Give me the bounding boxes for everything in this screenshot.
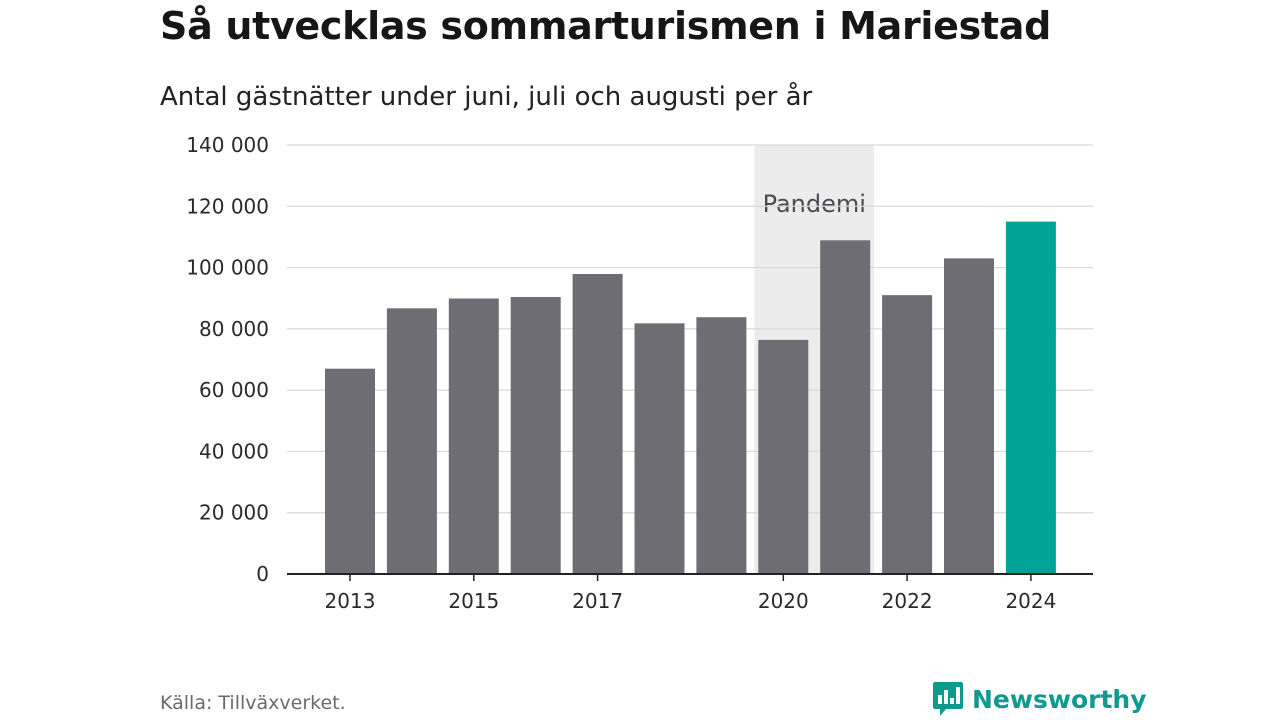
x-tick-label: 2020 (758, 589, 809, 613)
y-tick-label: 80 000 (199, 317, 269, 341)
axes: 0 20 000 40 000 60 000 80 000 100 000 120 000 1… (186, 133, 1093, 613)
brand-logo[interactable]: Newsworthy (932, 681, 1147, 717)
x-tick-label: 2022 (882, 589, 933, 613)
bar-chart: Pandemi 0 20 000 40 000 60 000 80 000 100 000… (186, 133, 1093, 613)
y-tick-label: 20 000 (199, 501, 269, 525)
x-tick-label: 2024 (1005, 589, 1056, 613)
bar-2014 (386, 308, 437, 574)
x-tick-label: 2017 (572, 589, 623, 613)
bar-2022 (882, 295, 933, 574)
bar-2019 (696, 317, 747, 574)
bar-2020 (758, 339, 809, 574)
brand-name: Newsworthy (972, 684, 1147, 714)
x-tick-label: 2015 (448, 589, 499, 613)
newsworthy-logo-icon (933, 682, 963, 716)
pandemic-label: Pandemi (763, 190, 866, 218)
y-tick-label: 60 000 (199, 378, 269, 402)
bar-2015 (448, 298, 499, 574)
bar-2013 (325, 368, 375, 574)
y-tick-label: 120 000 (186, 194, 269, 218)
y-tick-label: 140 000 (186, 133, 269, 157)
bar-2021 (820, 240, 871, 574)
y-tick-label: 0 (256, 562, 269, 586)
chart-subtitle: Antal gästnätter under juni, juli och au… (160, 82, 813, 112)
bar-2023 (944, 258, 994, 574)
bar-2018 (634, 323, 685, 574)
source-note: Källa: Tillväxverket. (160, 692, 346, 714)
x-tick-label: 2013 (325, 589, 376, 613)
bars (325, 221, 1056, 574)
y-tick-label: 100 000 (186, 256, 269, 280)
bar-2017 (572, 274, 623, 574)
chart-title: Så utvecklas sommarturismen i Mariestad (160, 4, 1052, 48)
bar-2024 (1005, 221, 1056, 574)
y-tick-label: 40 000 (199, 439, 269, 463)
bar-2016 (510, 296, 561, 574)
